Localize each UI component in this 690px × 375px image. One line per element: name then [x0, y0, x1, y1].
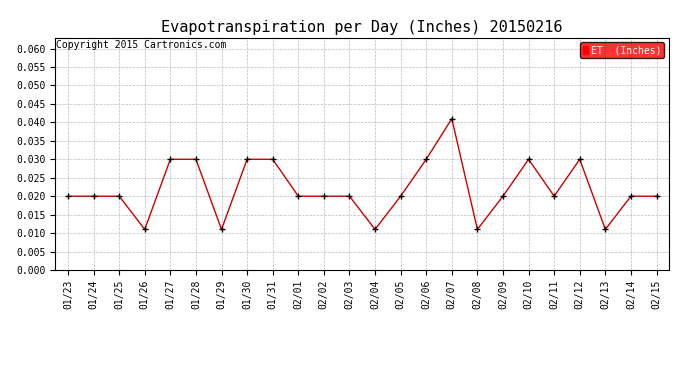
Legend: ET  (Inches): ET (Inches) [580, 42, 664, 58]
Title: Evapotranspiration per Day (Inches) 20150216: Evapotranspiration per Day (Inches) 2015… [161, 20, 563, 35]
Text: Copyright 2015 Cartronics.com: Copyright 2015 Cartronics.com [56, 40, 226, 50]
